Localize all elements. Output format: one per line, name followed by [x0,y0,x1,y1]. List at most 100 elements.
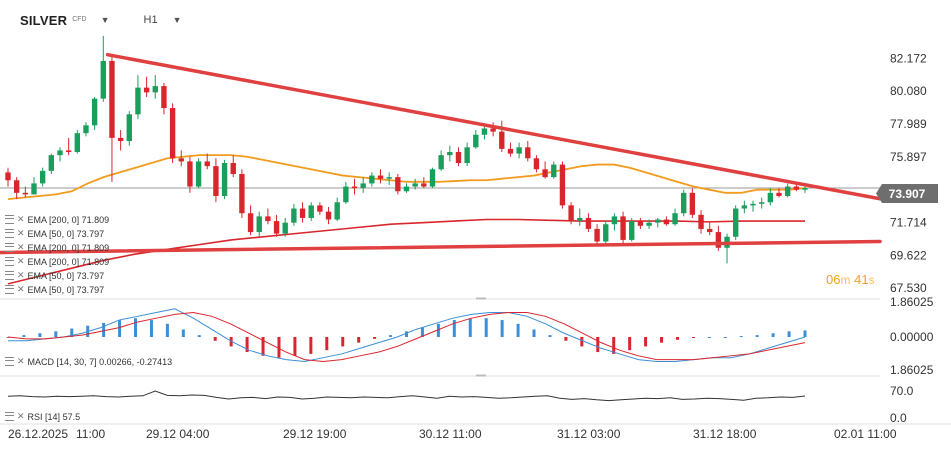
candle-body [603,224,609,242]
macd-histogram-bar [484,318,488,337]
candle-body [455,152,462,163]
timeframe-selector[interactable]: H1 [143,14,158,26]
macd-histogram-bar [293,337,297,356]
candle-body [559,164,566,206]
close-icon[interactable]: ✕ [17,214,25,224]
macd-histogram-bar [197,335,201,337]
indicator-label: EMA [50, 0] [27,228,75,239]
symbol-dropdown-icon[interactable]: ▼ [100,15,110,25]
candle-body [343,186,349,203]
candle-body [256,216,262,233]
candle-body [377,175,384,179]
candle-body [802,188,808,190]
indicator-label: EMA [200, 0] [27,242,80,253]
close-icon[interactable]: ✕ [17,411,25,421]
rsi-line [7,390,806,402]
macd-histogram-bar [548,335,552,337]
rsi-legend[interactable]: ✕ RSI [14] 57.5 [5,410,80,423]
macd-histogram-bar [739,336,743,338]
indicator-legend-item[interactable]: ✕ EMA [50, 0] 73.797 [5,269,104,282]
indicator-label: EMA [200, 0] [27,214,80,225]
candle-body [750,203,756,206]
close-icon[interactable]: ✕ [17,228,25,238]
menu-icon[interactable] [5,285,14,294]
menu-icon[interactable] [5,243,14,252]
menu-icon[interactable] [5,257,14,266]
candle-body [698,214,704,229]
symbol-name[interactable]: SILVER [20,12,68,28]
macd-histogram-bar [420,327,424,337]
macd-histogram-bar [165,323,169,337]
menu-icon[interactable] [5,215,14,224]
candle-body [100,60,106,99]
candle-body [715,232,722,248]
close-icon[interactable]: ✕ [17,242,25,252]
candle-body [74,133,80,153]
macd-histogram-bar [755,335,759,337]
candle-body [655,219,661,223]
candle-body [91,98,98,126]
candle-body [351,186,358,189]
macd-histogram-bar [102,322,106,337]
indicator-legend-item[interactable]: ✕ EMA [200, 0] 71.809 [5,241,109,254]
macd-histogram-bar [245,337,249,353]
close-icon[interactable]: ✕ [17,270,25,280]
price-axis-label: 77.989 [890,117,927,131]
candle-body [221,163,228,196]
close-icon[interactable]: ✕ [17,256,25,266]
candle-body [663,219,670,225]
candle-body [57,150,63,156]
candle-body [282,222,288,234]
macd-histogram-bar [309,337,313,354]
time-axis-label: 29.12 19:00 [283,427,347,441]
panel-resize-handle [476,297,486,300]
candle-body [230,163,236,174]
menu-icon[interactable] [5,271,14,280]
candle-body [421,183,427,187]
candle-body [646,222,652,226]
macd-histogram-bar [468,318,472,337]
candle-body [629,221,635,240]
candle-body [22,192,29,195]
indicator-legend-item[interactable]: ✕ EMA [200, 0] 71.809 [5,255,109,268]
macd-legend[interactable]: ✕ MACD [14, 30, 7] 0.00266, -0.27413 [5,355,172,368]
rsi-axis-label: 0.0 [890,411,907,425]
timeframe-dropdown-icon[interactable]: ▼ [172,15,182,25]
candle-body [542,169,548,178]
close-icon[interactable]: ✕ [17,356,25,366]
candle-body [117,137,124,142]
macd-histogram-bar [707,337,711,338]
candle-body [473,134,479,148]
candle-body [793,186,800,190]
indicator-legend-item[interactable]: ✕ EMA [50, 0] 73.797 [5,227,104,240]
candle-body [507,148,514,154]
indicator-value: 71.809 [81,256,110,267]
price-axis-label: 80.080 [890,84,927,98]
candle-body [195,161,202,187]
macd-histogram-bar [213,337,217,341]
ema-50-line [7,154,806,201]
indicator-legend-item[interactable]: ✕ EMA [200, 0] 71.809 [5,213,109,226]
menu-icon[interactable] [5,357,14,366]
price-axis-label: 69.622 [890,248,927,262]
candle-body [551,164,557,178]
support-trendline [0,239,882,255]
candle-body [161,86,167,109]
candle-body [776,192,782,196]
close-icon[interactable]: ✕ [17,284,25,294]
indicator-value: 71.809 [81,214,110,225]
candle-body [525,147,531,159]
macd-histogram-bar [373,337,377,339]
candle-body [784,186,791,196]
instrument-type: CFD [72,15,87,23]
candle-body [265,216,271,222]
candle-body [707,228,713,233]
candle-body [438,155,444,170]
menu-icon[interactable] [5,229,14,238]
macd-legend-label: MACD [14, 30, 7] [27,356,97,367]
ema-200-line [7,218,805,285]
menu-icon[interactable] [5,412,14,421]
macd-histogram-bar [341,337,345,347]
indicator-legend-item[interactable]: ✕ EMA [50, 0] 73.797 [5,283,104,296]
